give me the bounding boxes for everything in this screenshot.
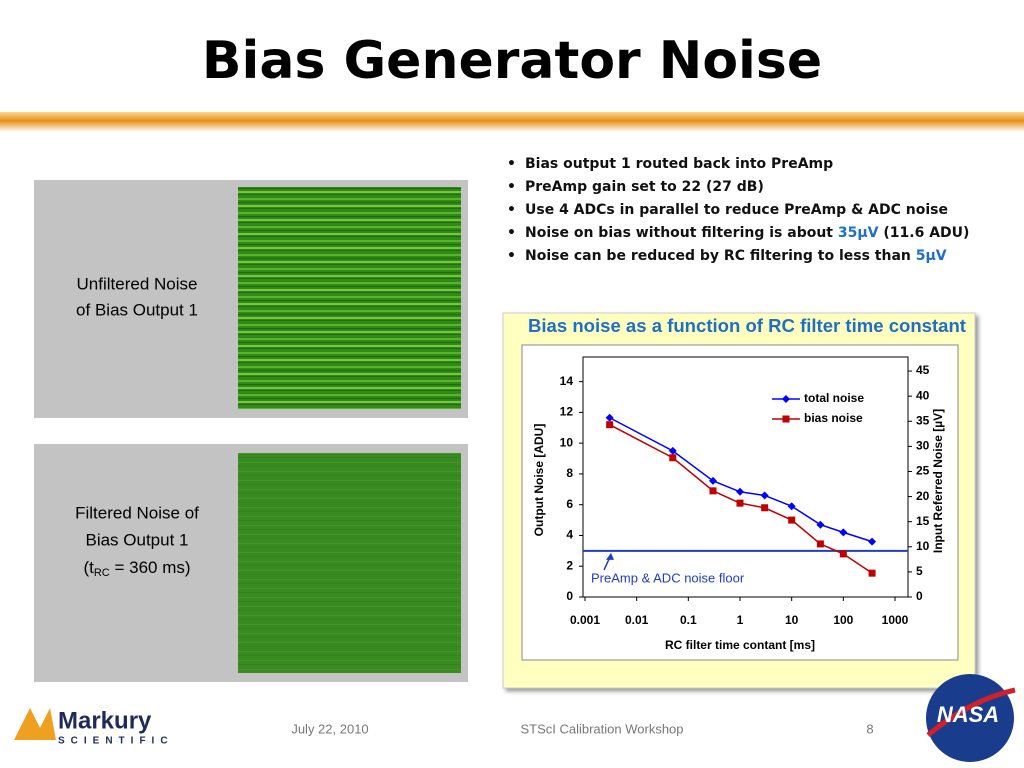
point [709, 487, 717, 495]
bullet-text: PreAmp gain set to 22 (27 dB) [525, 179, 764, 195]
x-tick-label: 10 [785, 613, 799, 627]
point [787, 502, 796, 511]
slide-title: Bias Generator Noise [202, 31, 822, 91]
panel-label: Unfiltered Noise [77, 274, 198, 293]
x-tick-label: 0.01 [625, 613, 649, 627]
x-tick-label: 1000 [882, 613, 909, 627]
chart-title: Bias noise as a function of RC filter ti… [528, 316, 966, 336]
y2-axis-label: Input Referred Noise [µV] [931, 409, 945, 553]
company-sub: SCIENTIFIC [58, 736, 174, 747]
bullet-text: Noise can be reduced by RC filtering to … [525, 248, 916, 264]
point [839, 528, 848, 537]
company-logo: Markury [58, 707, 152, 734]
y2-tick-label: 45 [916, 363, 930, 377]
agency-swoosh [926, 687, 1016, 737]
point [788, 516, 796, 524]
bullet-text: Bias output 1 routed back into PreAmp [525, 156, 834, 172]
footer-date: July 22, 2010 [291, 721, 368, 736]
footer-event: STScI Calibration Workshop [520, 721, 683, 736]
bullet: Noise can be reduced by RC filtering to … [505, 247, 970, 265]
note-part: = 360 ms) [110, 558, 191, 577]
panel-label: Filtered Noise of [75, 503, 199, 522]
bullet: Noise on bias without filtering is about… [505, 224, 970, 242]
y2-tick-label: 40 [916, 388, 930, 402]
point [605, 413, 614, 422]
point [816, 540, 824, 548]
point [839, 550, 847, 558]
bullet: Bias output 1 routed back into PreAmp [505, 155, 970, 173]
bullet: Use 4 ADCs in parallel to reduce PreAmp … [505, 201, 970, 219]
legend-label: total noise [804, 391, 864, 405]
x-tick-label: 1 [737, 613, 744, 627]
bullet-highlight: 5µV [915, 248, 947, 264]
y2-tick-label: 10 [916, 539, 930, 553]
point [669, 454, 677, 462]
y-tick-label: 6 [566, 497, 573, 511]
y-axis-label: Output Noise [ADU] [532, 424, 546, 537]
legend-marker [782, 415, 790, 423]
point [708, 476, 717, 485]
point [868, 537, 877, 546]
point [816, 520, 825, 529]
bullet-highlight: 35µV [837, 225, 879, 241]
x-tick-label: 0.1 [680, 613, 697, 627]
point [760, 491, 769, 500]
title-bar [0, 112, 1024, 132]
point [606, 421, 614, 429]
legend-label: bias noise [804, 411, 863, 425]
noise-image [238, 453, 461, 673]
y-tick-label: 4 [566, 528, 573, 542]
y-tick-label: 8 [566, 466, 573, 480]
point [736, 487, 744, 496]
y2-tick-label: 20 [916, 489, 930, 503]
bullet-text: Use 4 ADCs in parallel to reduce PreAmp … [525, 202, 948, 218]
note-part: (t [83, 558, 94, 577]
bullet-text: (11.6 ADU) [878, 225, 970, 241]
bullet: PreAmp gain set to 22 (27 dB) [505, 178, 970, 196]
y2-tick-label: 15 [916, 514, 930, 528]
point [868, 569, 876, 577]
panel-label: (tRC = 360 ms) [83, 558, 190, 578]
y2-tick-label: 5 [916, 564, 923, 578]
y-tick-label: 0 [566, 589, 573, 603]
point [736, 499, 744, 507]
y2-tick-label: 25 [916, 464, 930, 478]
agency-text: NASA [937, 702, 999, 727]
y-tick-label: 2 [566, 558, 573, 572]
y-tick-label: 14 [560, 374, 574, 388]
y2-tick-label: 0 [916, 589, 923, 603]
plot-frame [582, 356, 909, 598]
x-tick-label: 100 [833, 613, 853, 627]
point [668, 446, 677, 455]
x-axis-label: RC filter time contant [ms] [665, 638, 815, 652]
noise-image [238, 187, 461, 409]
panel-label: of Bias Output 1 [76, 300, 198, 319]
footer-page: 8 [866, 721, 873, 736]
y-tick-label: 12 [560, 405, 574, 419]
point [761, 504, 769, 512]
bullet-text: Noise on bias without filtering is about [525, 225, 838, 241]
noise-floor-label: PreAmp & ADC noise floor [591, 570, 745, 585]
legend-marker [782, 395, 790, 403]
y2-tick-label: 30 [916, 439, 930, 453]
y-tick-label: 10 [560, 435, 574, 449]
x-tick-label: 0.001 [570, 613, 600, 627]
bullet-list: Bias output 1 routed back into PreAmp Pre… [505, 155, 970, 270]
plot: 0 2 4 6 8 10 12 14 0 5 10 15 20 25 30 35 40 45 0.001 0.01 0.… [560, 363, 930, 627]
logo-mark [14, 708, 56, 740]
y2-tick-label: 35 [916, 413, 930, 427]
note-subscript: RC [94, 567, 110, 579]
panel-label: Bias Output 1 [85, 530, 188, 549]
noise-floor-arrowhead [606, 552, 614, 560]
